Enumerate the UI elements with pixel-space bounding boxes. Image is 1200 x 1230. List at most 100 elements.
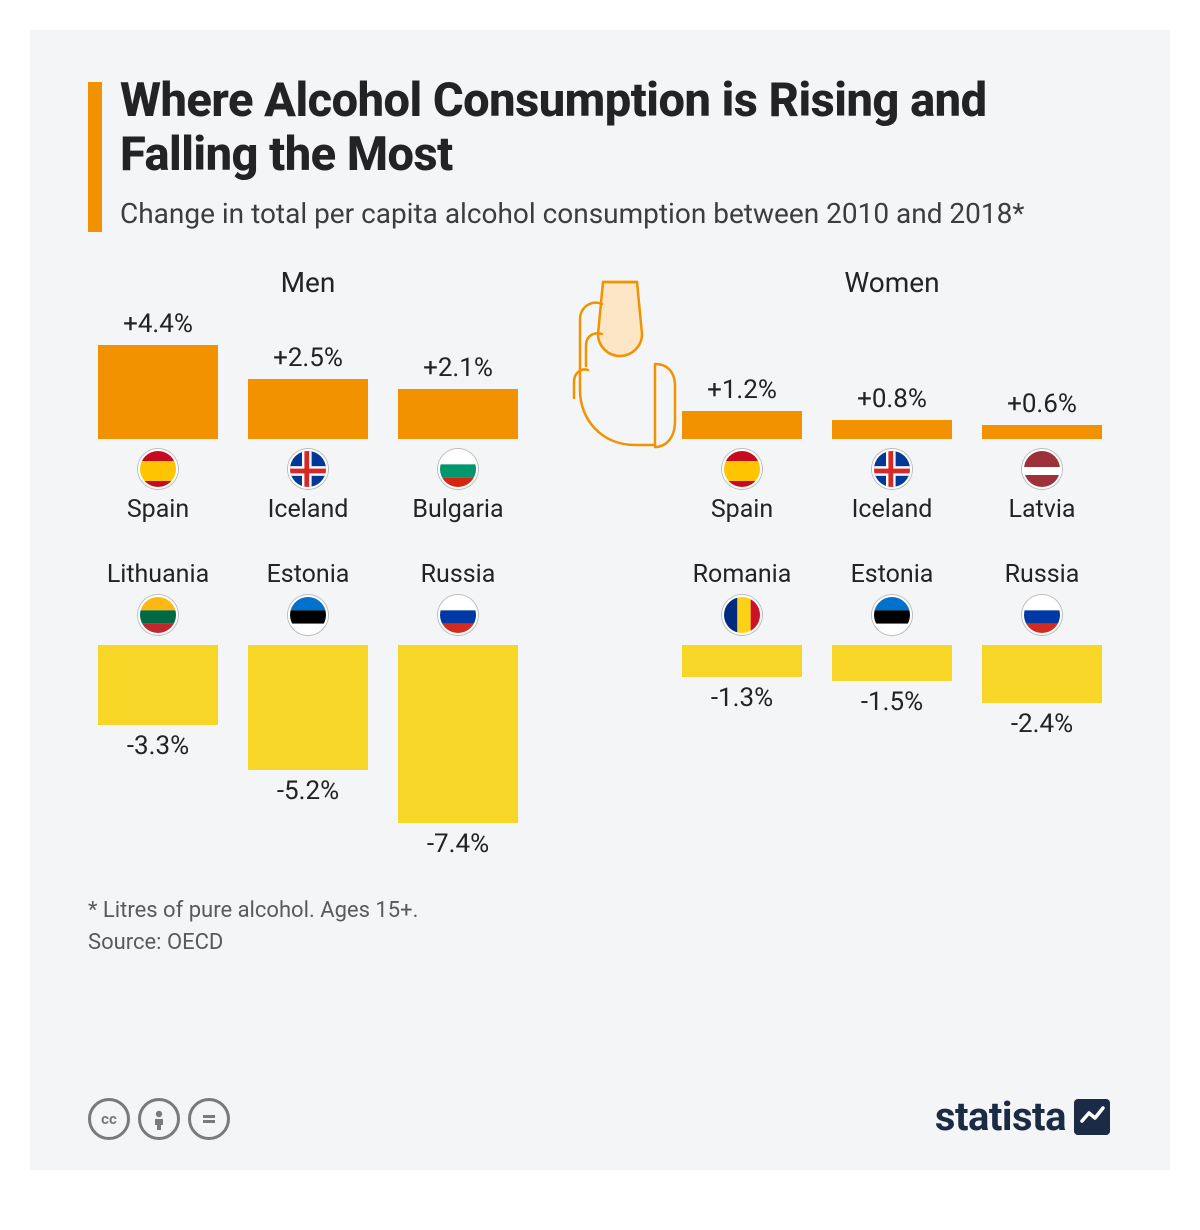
bar-cell-up: +0.8% Iceland: [822, 309, 962, 524]
country-label: Spain: [711, 495, 773, 524]
bar-value: +0.8%: [857, 384, 927, 414]
flag-icon: [288, 449, 328, 489]
flag-icon: [722, 449, 762, 489]
group-women: Women +1.2% Spain +0.8% Iceland +0.6% La…: [672, 266, 1112, 859]
bar-cell-down: Romania -1.3%: [672, 560, 812, 739]
bar-up: [832, 420, 952, 439]
bar-down: [98, 645, 218, 724]
flag-icon: [722, 595, 762, 635]
bar-cell-up: +2.1% Bulgaria: [388, 309, 528, 524]
svg-text:cc: cc: [101, 1110, 117, 1128]
country-label: Romania: [693, 560, 792, 589]
bar-zone: -1.5%: [822, 645, 962, 717]
flag-icon: [288, 595, 328, 635]
bar-zone: +0.8%: [822, 309, 962, 439]
bar-up: [248, 379, 368, 439]
bar-cell-up: +1.2% Spain: [672, 309, 812, 524]
bar-up: [98, 345, 218, 439]
bar-cell-up: +0.6% Latvia: [972, 309, 1112, 524]
bar-up: [682, 411, 802, 440]
flag-icon: [438, 449, 478, 489]
footnote-line-1: * Litres of pure alcohol. Ages 15+.: [88, 895, 1112, 927]
by-icon: [138, 1098, 180, 1140]
flag-icon: [872, 449, 912, 489]
country-label: Lithuania: [107, 560, 209, 589]
brand-text: statista: [935, 1093, 1066, 1140]
bar-value: -3.3%: [127, 731, 189, 761]
nd-icon: [188, 1098, 230, 1140]
title-row: Where Alcohol Consumption is Rising and …: [88, 74, 1112, 232]
bar-cell-down: Russia -7.4%: [388, 560, 528, 859]
bar-zone: +0.6%: [972, 309, 1112, 439]
group-men: Men +4.4% Spain +2.5% Iceland +2.1% Bulg…: [88, 266, 528, 859]
bar-cell-down: Estonia -1.5%: [822, 560, 962, 739]
footnote: * Litres of pure alcohol. Ages 15+. Sour…: [88, 895, 1112, 959]
brand-logo: statista: [935, 1093, 1112, 1140]
women-up-row: +1.2% Spain +0.8% Iceland +0.6% Latvia: [672, 309, 1112, 524]
bar-down: [982, 645, 1102, 703]
women-down-row: Romania -1.3% Estonia -1.5% Russia -2.4%: [672, 560, 1112, 739]
bar-cell-down: Russia -2.4%: [972, 560, 1112, 739]
group-label-men: Men: [88, 266, 528, 299]
bar-zone: -5.2%: [238, 645, 378, 806]
bar-value: -1.5%: [861, 687, 923, 717]
bar-value: +4.4%: [123, 309, 193, 339]
bar-value: +2.1%: [423, 353, 493, 383]
bar-cell-up: +4.4% Spain: [88, 309, 228, 524]
bar-zone: -2.4%: [972, 645, 1112, 739]
bar-cell-down: Estonia -5.2%: [238, 560, 378, 859]
bar-zone: -3.3%: [88, 645, 228, 760]
country-label: Estonia: [851, 560, 934, 589]
bar-value: +2.5%: [273, 343, 343, 373]
bar-cell-up: +2.5% Iceland: [238, 309, 378, 524]
bar-down: [248, 645, 368, 770]
men-up-row: +4.4% Spain +2.5% Iceland +2.1% Bulgaria: [88, 309, 528, 524]
bar-value: +1.2%: [707, 375, 777, 405]
bar-zone: +2.5%: [238, 309, 378, 439]
country-label: Iceland: [852, 495, 933, 524]
flag-icon: [1022, 595, 1062, 635]
country-label: Russia: [421, 560, 496, 589]
infographic: Where Alcohol Consumption is Rising and …: [30, 30, 1170, 1170]
country-label: Bulgaria: [412, 495, 503, 524]
country-label: Iceland: [268, 495, 349, 524]
bar-zone: -1.3%: [672, 645, 812, 712]
cc-icon: cc: [88, 1098, 130, 1140]
chart-groups: Men +4.4% Spain +2.5% Iceland +2.1% Bulg…: [88, 266, 1112, 859]
bar-down: [682, 645, 802, 676]
hand-glass-icon: [548, 274, 688, 484]
flag-icon: [1022, 449, 1062, 489]
bar-up: [982, 425, 1102, 439]
bar-up: [398, 389, 518, 439]
bar-value: -5.2%: [277, 776, 339, 806]
country-label: Spain: [127, 495, 189, 524]
flag-icon: [438, 595, 478, 635]
bar-value: -2.4%: [1011, 709, 1073, 739]
titles: Where Alcohol Consumption is Rising and …: [120, 74, 1112, 232]
country-label: Russia: [1005, 560, 1080, 589]
subtitle: Change in total per capita alcohol consu…: [120, 196, 1112, 232]
flag-icon: [138, 449, 178, 489]
license-icons: cc: [88, 1098, 230, 1140]
bar-down: [832, 645, 952, 681]
bar-zone: +4.4%: [88, 309, 228, 439]
bar-down: [398, 645, 518, 823]
bar-zone: +1.2%: [672, 309, 812, 439]
footer: cc statista: [88, 1093, 1112, 1140]
footnote-line-2: Source: OECD: [88, 927, 1112, 959]
country-label: Latvia: [1008, 495, 1075, 524]
bar-value: -1.3%: [711, 683, 773, 713]
bar-value: -7.4%: [427, 829, 489, 859]
bar-zone: +2.1%: [388, 309, 528, 439]
accent-bar: [88, 82, 102, 232]
brand-mark-icon: [1072, 1097, 1112, 1137]
men-down-row: Lithuania -3.3% Estonia -5.2% Russia -7.…: [88, 560, 528, 859]
bar-value: +0.6%: [1007, 389, 1077, 419]
group-label-women: Women: [672, 266, 1112, 299]
bar-cell-down: Lithuania -3.3%: [88, 560, 228, 859]
country-label: Estonia: [267, 560, 350, 589]
bar-zone: -7.4%: [388, 645, 528, 859]
flag-icon: [138, 595, 178, 635]
flag-icon: [872, 595, 912, 635]
main-title: Where Alcohol Consumption is Rising and …: [120, 74, 1112, 182]
